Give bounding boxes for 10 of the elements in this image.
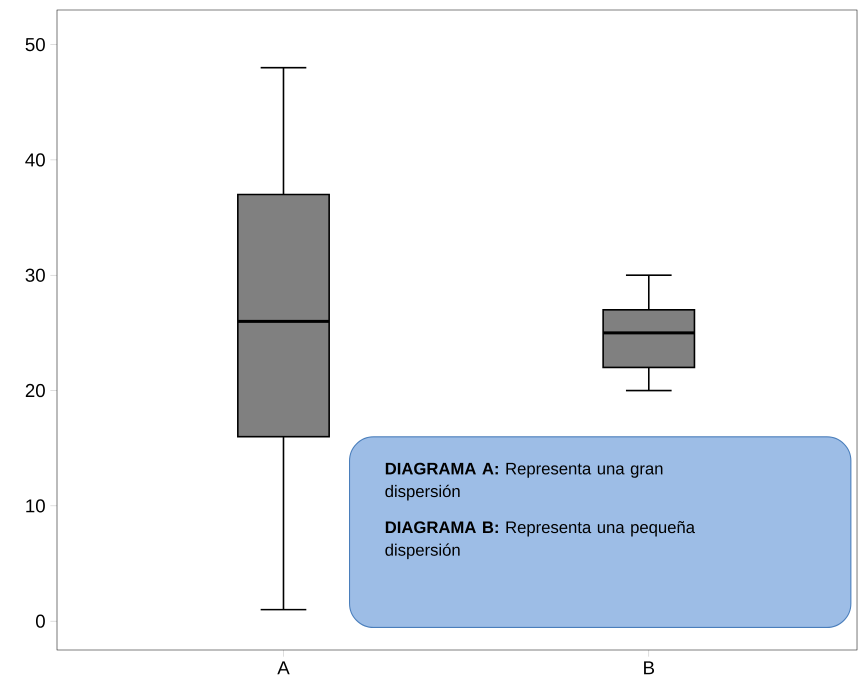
x-tick-label: A [277, 661, 290, 674]
y-tick-label: 30 [26, 268, 45, 282]
y-tick-label: 20 [26, 384, 45, 398]
y-tick-label: 40 [25, 153, 45, 167]
text: DIAGRAMA B: Representa una pequeña dispersión [385, 521, 695, 560]
y-tick-label: 50 [26, 38, 45, 52]
y-tick-label: 10 [26, 499, 45, 512]
y-tick-label: 0 [36, 614, 45, 628]
x-tick-label: B [644, 661, 654, 674]
text: DIAGRAMA A: Representa una gran dispersión [385, 462, 662, 500]
